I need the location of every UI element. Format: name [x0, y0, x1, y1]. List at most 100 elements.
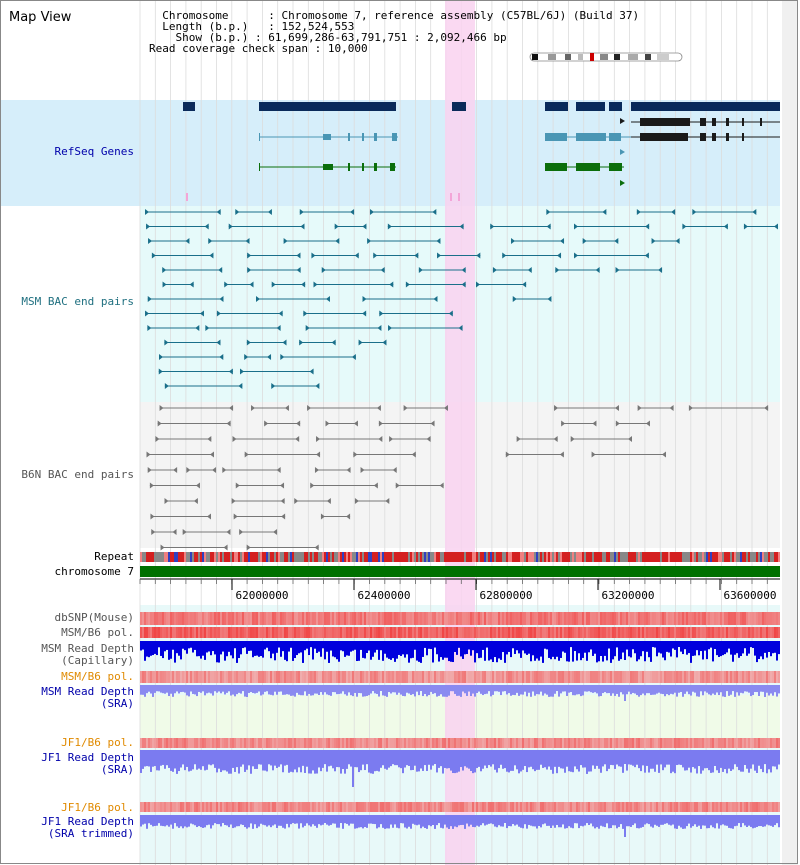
msm-capillary-depth-bar[interactable] [328, 641, 330, 663]
end-marker[interactable] [185, 238, 190, 244]
msm-sra-depth-bar[interactable] [324, 685, 326, 693]
msm-pol-cell[interactable] [390, 627, 392, 638]
end-marker[interactable] [379, 310, 384, 317]
end-marker[interactable] [205, 325, 210, 331]
jf1-sra-depth-bar[interactable] [656, 750, 658, 765]
jf1-sra-depth-bar[interactable] [290, 750, 292, 772]
jf1-sra-depth-bar[interactable] [336, 750, 338, 768]
msm-capillary-depth-bar[interactable] [388, 641, 390, 659]
jf1-sra-depth-bar[interactable] [428, 750, 430, 765]
msm-sra-depth-bar[interactable] [266, 685, 268, 692]
msm-pol-sra-cell[interactable] [538, 671, 540, 683]
msm-capillary-depth-bar[interactable] [620, 641, 622, 660]
jf1-pol-trim-cell[interactable] [632, 802, 634, 812]
msm-sra-depth-bar[interactable] [464, 685, 466, 694]
msm-capillary-depth-bar[interactable] [636, 641, 638, 662]
msm-pol-sra-cell[interactable] [366, 671, 368, 683]
jf1-trim-depth-bar[interactable] [246, 815, 248, 829]
msm-pol-cell[interactable] [474, 627, 476, 638]
repeat-element[interactable] [568, 552, 570, 562]
jf1-sra-depth-bar[interactable] [422, 750, 424, 771]
dbsnp-cell[interactable] [194, 612, 196, 625]
msm-pol-sra-cell[interactable] [612, 671, 614, 683]
repeat-element[interactable] [244, 552, 246, 562]
msm-pol-cell[interactable] [218, 627, 220, 638]
jf1-sra-depth-bar[interactable] [630, 750, 632, 765]
msm-pol-cell[interactable] [598, 627, 600, 638]
msm-sra-depth-bar[interactable] [402, 685, 404, 696]
msm-sra-depth-bar[interactable] [758, 685, 760, 696]
msm-capillary-depth-bar[interactable] [282, 641, 284, 652]
msm-sra-depth-bar[interactable] [526, 685, 528, 697]
jf1-trim-depth-bar[interactable] [568, 815, 570, 827]
dbsnp-cell[interactable] [204, 612, 206, 625]
msm-sra-depth-bar[interactable] [206, 685, 208, 694]
msm-pol-cell[interactable] [724, 627, 726, 638]
jf1-pol-trim-cell[interactable] [680, 802, 682, 812]
msm-sra-depth-bar[interactable] [684, 685, 686, 694]
msm-capillary-depth-bar[interactable] [588, 641, 590, 653]
jf1-pol-cell[interactable] [174, 738, 176, 748]
jf1-pol-trim-cell[interactable] [394, 802, 396, 812]
msm-pol-sra-cell[interactable] [324, 671, 326, 683]
jf1-sra-depth-bar[interactable] [646, 750, 648, 766]
end-marker[interactable] [195, 482, 200, 489]
msm-pol-sra-cell[interactable] [638, 671, 640, 683]
jf1-pol-cell[interactable] [502, 738, 504, 748]
repeat-element[interactable] [418, 552, 420, 562]
jf1-trim-depth-bar[interactable] [448, 815, 450, 829]
end-marker[interactable] [316, 451, 321, 458]
jf1-pol-trim-cell[interactable] [550, 802, 552, 812]
dbsnp-cell[interactable] [584, 612, 586, 625]
jf1-pol-cell[interactable] [242, 738, 244, 748]
jf1-sra-depth-bar[interactable] [418, 750, 420, 772]
dbsnp-cell[interactable] [178, 612, 180, 625]
end-marker[interactable] [405, 281, 410, 288]
msm-pol-cell[interactable] [310, 627, 312, 638]
msm-sra-depth-bar[interactable] [156, 685, 158, 692]
jf1-pol-cell[interactable] [460, 738, 462, 748]
jf1-trim-depth-bar[interactable] [330, 815, 332, 825]
jf1-pol-cell[interactable] [146, 738, 148, 748]
repeat-element[interactable] [558, 552, 560, 562]
repeat-element[interactable] [430, 552, 432, 562]
jf1-pol-cell[interactable] [420, 738, 422, 748]
msm-capillary-depth-bar[interactable] [568, 641, 570, 662]
msm-pol-cell[interactable] [194, 627, 196, 638]
jf1-trim-depth-bar[interactable] [216, 815, 218, 825]
jf1-pol-cell[interactable] [358, 738, 360, 748]
msm-pol-cell[interactable] [222, 627, 224, 638]
msm-sra-depth-bar[interactable] [230, 685, 232, 696]
jf1-sra-depth-bar[interactable] [242, 750, 244, 765]
msm-sra-depth-bar[interactable] [704, 685, 706, 692]
msm-pol-cell[interactable] [224, 627, 226, 638]
dbsnp-cell[interactable] [742, 612, 744, 625]
msm-capillary-depth-bar[interactable] [674, 641, 676, 650]
msm-pol-cell[interactable] [228, 627, 230, 638]
msm-sra-depth-bar[interactable] [426, 685, 428, 697]
msm-capillary-depth-bar[interactable] [158, 641, 160, 648]
jf1-sra-depth-bar[interactable] [392, 750, 394, 765]
msm-pol-sra-cell[interactable] [360, 671, 362, 683]
msm-sra-depth-bar[interactable] [386, 685, 388, 697]
end-marker[interactable] [247, 267, 252, 273]
msm-pol-sra-cell[interactable] [296, 671, 298, 683]
exon[interactable] [390, 163, 395, 171]
jf1-trim-depth-bar[interactable] [276, 815, 278, 828]
jf1-trim-depth-bar[interactable] [262, 815, 264, 825]
jf1-pol-trim-cell[interactable] [348, 802, 350, 812]
end-marker[interactable] [432, 209, 437, 215]
jf1-sra-depth-bar[interactable] [726, 750, 728, 774]
msm-pol-sra-cell[interactable] [208, 671, 210, 683]
msm-pol-cell[interactable] [272, 627, 274, 638]
jf1-pol-cell[interactable] [160, 738, 162, 748]
msm-sra-depth-bar[interactable] [652, 685, 654, 695]
jf1-pol-trim-cell[interactable] [452, 802, 454, 812]
jf1-sra-depth-bar[interactable] [338, 750, 340, 768]
msm-pol-sra-cell[interactable] [728, 671, 730, 683]
msm-pol-sra-cell[interactable] [220, 671, 222, 683]
jf1-trim-depth-bar[interactable] [236, 815, 238, 827]
jf1-pol-trim-cell[interactable] [362, 802, 364, 812]
vertical-scrollbar[interactable] [782, 0, 798, 865]
msm-capillary-depth-bar[interactable] [368, 641, 370, 651]
